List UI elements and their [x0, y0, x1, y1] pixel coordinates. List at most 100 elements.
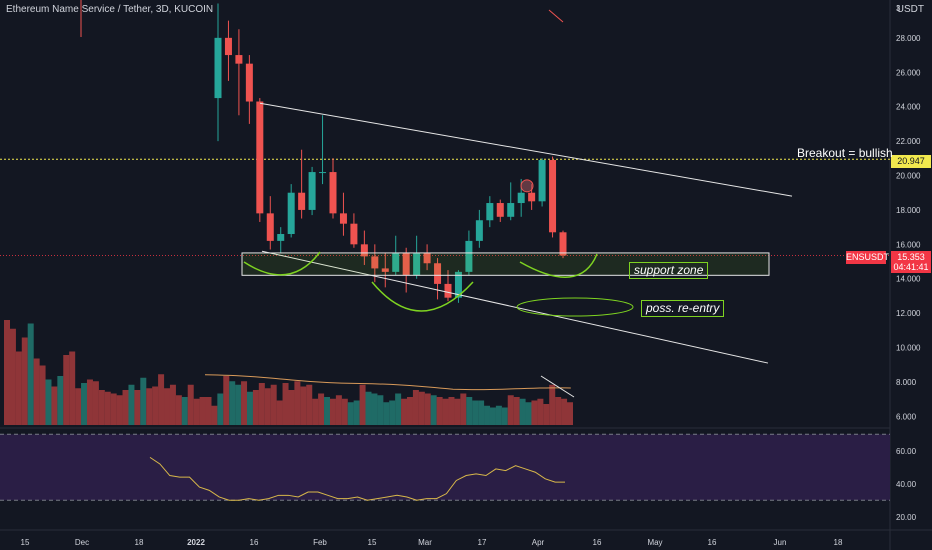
volume-bar	[383, 402, 390, 425]
volume-bar	[199, 397, 206, 425]
volume-bar	[158, 374, 165, 425]
volume-bar	[371, 393, 378, 425]
time-axis-label: Apr	[532, 538, 545, 547]
rsi-axis-label: 60.00	[896, 447, 917, 456]
volume-bar	[86, 379, 93, 425]
volume-bar	[270, 384, 277, 425]
volume-bar	[110, 393, 117, 425]
volume-bar	[335, 395, 342, 425]
chart-title: Ethereum Name Service / Tether, 3D, KUCO…	[6, 4, 214, 15]
volume-bar	[507, 395, 514, 425]
volume-bar	[146, 388, 153, 425]
volume-bar	[300, 386, 307, 425]
volume-bar	[430, 395, 437, 425]
volume-bar	[252, 390, 259, 425]
volume-bar	[193, 398, 200, 425]
candle-body	[308, 172, 316, 210]
volume-bar	[531, 400, 538, 425]
time-axis-label: 18	[834, 538, 843, 547]
support-zone-box	[241, 252, 770, 276]
volume-bar	[276, 400, 283, 425]
time-axis-label: 16	[708, 538, 717, 547]
candle-body	[319, 172, 327, 174]
volume-bar	[442, 398, 449, 425]
candle-body	[277, 234, 285, 241]
price-axis-label: 14.000	[896, 275, 921, 284]
volume-bar	[57, 376, 64, 425]
volume-bar	[306, 384, 313, 425]
time-axis-label: Dec	[75, 538, 89, 547]
volume-bar	[525, 402, 532, 425]
volume-bar	[134, 390, 141, 425]
price-axis-top-label: 3	[896, 4, 901, 13]
time-axis-label: Jun	[774, 538, 787, 547]
price-axis-label: 26.000	[896, 68, 921, 77]
volume-trendline	[540, 375, 575, 398]
price-axis-label: 18.000	[896, 206, 921, 215]
candle-body	[245, 63, 253, 102]
rsi-axis-label: 20.00	[896, 513, 917, 522]
volume-bar	[460, 393, 467, 425]
candle-body	[517, 192, 525, 204]
cursor-marker	[520, 179, 534, 193]
volume-bar	[472, 400, 479, 425]
volume-bar	[389, 400, 396, 425]
volume-bar	[51, 386, 58, 425]
volume-bar	[519, 398, 526, 425]
volume-bar	[92, 381, 99, 425]
price-axis-label: 28.000	[896, 34, 921, 43]
time-axis-label: 15	[368, 538, 377, 547]
reentry-annotation: poss. re-entry	[641, 300, 725, 317]
volume-bar	[15, 351, 22, 425]
volume-ma-line	[204, 374, 571, 391]
volume-bar	[4, 320, 10, 425]
volume-bar	[122, 390, 129, 425]
volume-bar	[264, 388, 271, 425]
volume-bar	[324, 397, 331, 425]
volume-bar	[75, 388, 82, 425]
candle-body	[496, 203, 504, 217]
rsi-band	[0, 434, 890, 501]
candle-body	[423, 252, 431, 264]
drawing-stroke	[548, 9, 564, 23]
time-axis-label: 16	[593, 538, 602, 547]
candle-body	[486, 203, 494, 221]
volume-bar	[329, 398, 336, 425]
volume-bar	[116, 395, 123, 425]
volume-bar	[448, 397, 455, 425]
price-axis-panel	[890, 0, 932, 550]
candle-body	[256, 101, 264, 214]
volume-bar	[347, 402, 354, 425]
volume-bar	[436, 397, 443, 425]
candle-body	[465, 240, 473, 272]
volume-bar	[63, 355, 70, 425]
breakout-annotation: Breakout = bullish	[797, 146, 893, 160]
volume-bar	[424, 393, 431, 425]
candle-body	[381, 268, 389, 272]
volume-bar	[258, 383, 265, 425]
volume-bar	[359, 384, 366, 425]
time-axis-label: 15	[21, 538, 30, 547]
volume-bar	[69, 351, 76, 425]
candle-body	[507, 203, 515, 217]
candle-body	[475, 220, 483, 241]
volume-bar	[81, 383, 88, 425]
volume-bar	[27, 323, 34, 425]
lower-trendline	[261, 250, 769, 364]
volume-bar	[294, 381, 301, 425]
volume-bar	[217, 393, 224, 425]
volume-bar	[235, 384, 242, 425]
candle-body	[298, 192, 306, 210]
volume-bar	[543, 404, 550, 425]
volume-bar	[489, 407, 496, 425]
time-axis-label: 18	[135, 538, 144, 547]
price-axis-label: 24.000	[896, 103, 921, 112]
candle-body	[287, 192, 295, 235]
price-axis-label: 10.000	[896, 344, 921, 353]
candle-body	[538, 160, 546, 202]
upper-trendline	[259, 102, 793, 197]
candle-body	[444, 283, 452, 298]
price-axis-label: 8.000	[896, 378, 917, 387]
time-axis-label: 16	[250, 538, 259, 547]
